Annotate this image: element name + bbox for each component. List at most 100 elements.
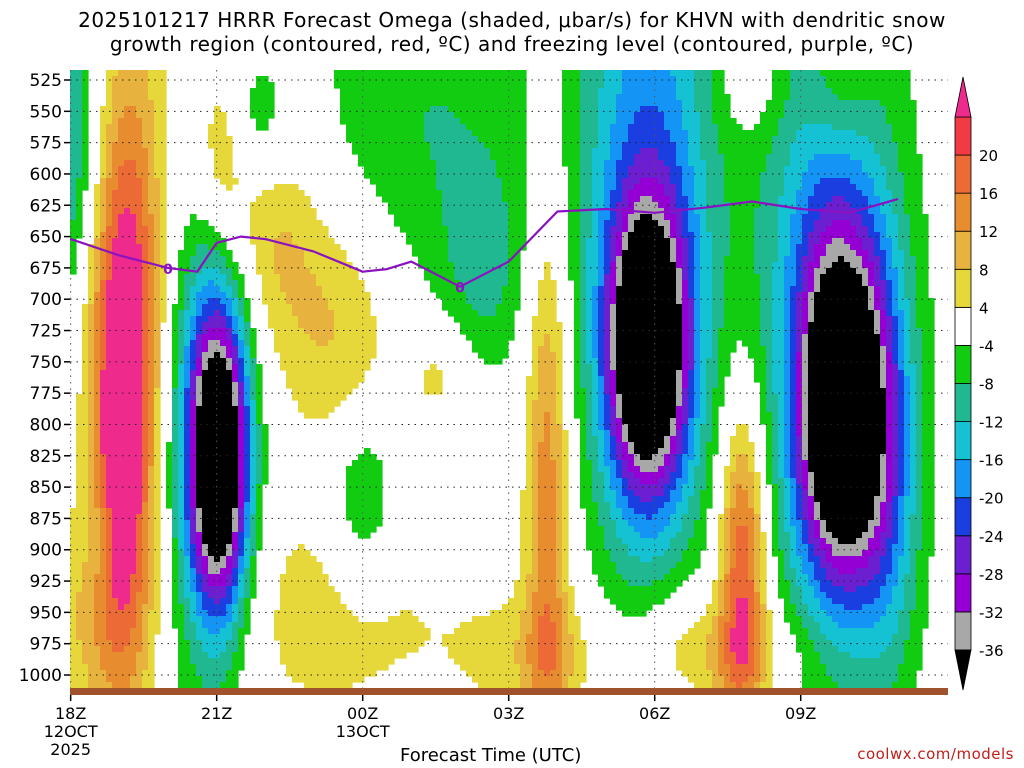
omega-cell <box>778 550 785 599</box>
omega-cell <box>442 106 449 227</box>
omega-cell <box>424 370 431 395</box>
omega-cell <box>190 544 197 569</box>
omega-cell <box>610 406 617 437</box>
omega-cell <box>856 190 863 215</box>
omega-cell <box>784 580 791 623</box>
omega-cell <box>196 376 203 407</box>
omega-cell <box>604 502 611 551</box>
omega-cell <box>808 292 815 323</box>
omega-cell <box>676 430 683 455</box>
omega-cell <box>676 70 683 101</box>
omega-cell <box>526 634 533 665</box>
omega-cell <box>670 490 677 515</box>
omega-cell <box>196 316 203 335</box>
omega-cell <box>784 166 791 257</box>
omega-cell <box>682 238 689 281</box>
omega-cell <box>628 526 635 557</box>
omega-cell <box>730 508 737 569</box>
omega-cell <box>586 238 593 365</box>
omega-cell <box>280 232 287 293</box>
omega-cell <box>796 292 803 353</box>
omega-cell <box>136 244 143 515</box>
omega-cell <box>544 604 551 677</box>
omega-cell <box>850 130 857 161</box>
omega-cell <box>646 586 653 611</box>
omega-cell <box>292 184 299 245</box>
colorbar-label: -32 <box>979 604 1004 622</box>
omega-cell <box>238 298 245 317</box>
omega-cell <box>664 454 671 467</box>
omega-cell <box>610 262 617 305</box>
freezing-level-contour: 00 <box>70 197 899 297</box>
omega-cell <box>652 106 659 149</box>
omega-cell <box>682 280 689 389</box>
omega-cell <box>886 280 893 317</box>
omega-cell <box>628 166 635 191</box>
y-tick-label: 975 <box>30 635 62 655</box>
x-tick-sublabel: 12OCT <box>44 722 98 741</box>
omega-cell <box>652 472 659 485</box>
omega-cell <box>838 628 845 653</box>
omega-cell <box>862 250 869 269</box>
omega-cell <box>622 544 629 581</box>
omega-cell <box>646 520 653 539</box>
y-tick-label: 750 <box>30 353 62 373</box>
omega-cell <box>784 478 791 533</box>
omega-cell <box>286 304 293 389</box>
omega-cell <box>280 184 287 233</box>
omega-cell <box>868 214 875 239</box>
omega-cell <box>220 556 227 569</box>
omega-cell <box>616 94 623 161</box>
omega-cell <box>478 142 485 317</box>
omega-cell <box>886 238 893 281</box>
omega-cell <box>832 262 839 539</box>
omega-cell <box>526 664 533 688</box>
omega-cell <box>538 442 545 617</box>
omega-cell <box>418 70 425 269</box>
omega-cell <box>232 334 239 347</box>
omega-cell <box>256 484 263 551</box>
omega-cell <box>202 556 209 575</box>
omega-cell <box>874 658 881 688</box>
omega-cell <box>148 214 155 467</box>
omega-cell <box>226 286 233 299</box>
omega-cell <box>730 436 737 473</box>
omega-cell <box>820 232 827 257</box>
y-tick-label: 675 <box>30 259 62 279</box>
omega-cell <box>376 622 383 671</box>
omega-cell <box>280 292 287 371</box>
omega-cell <box>472 616 479 683</box>
omega-cell <box>640 472 647 485</box>
omega-cell <box>730 118 737 353</box>
omega-cell <box>448 262 455 317</box>
omega-cell <box>718 154 725 329</box>
omega-cell <box>292 550 299 683</box>
omega-cell <box>538 280 545 347</box>
omega-cell <box>676 406 683 431</box>
omega-cell <box>898 370 905 497</box>
omega-cell <box>616 460 623 479</box>
omega-cell <box>784 70 791 101</box>
omega-cell <box>334 592 341 688</box>
omega-cell <box>220 256 227 275</box>
omega-cell <box>808 70 815 125</box>
y-tick-label: 950 <box>30 603 62 623</box>
y-tick-label: 600 <box>30 165 62 185</box>
omega-cell <box>892 142 899 215</box>
omega-cell <box>886 574 893 605</box>
omega-cell <box>808 544 815 563</box>
omega-cell <box>196 508 203 533</box>
omega-cell <box>232 604 239 623</box>
omega-cell <box>112 76 119 143</box>
omega-cell <box>634 514 641 533</box>
omega-cell <box>196 220 203 245</box>
omega-cell <box>826 70 833 89</box>
omega-cell <box>616 394 623 419</box>
omega-cell <box>232 532 239 551</box>
omega-cell <box>604 70 611 161</box>
omega-cell <box>880 454 887 503</box>
omega-cell <box>754 472 761 515</box>
omega-cell <box>622 442 629 461</box>
omega-cell <box>220 568 227 587</box>
